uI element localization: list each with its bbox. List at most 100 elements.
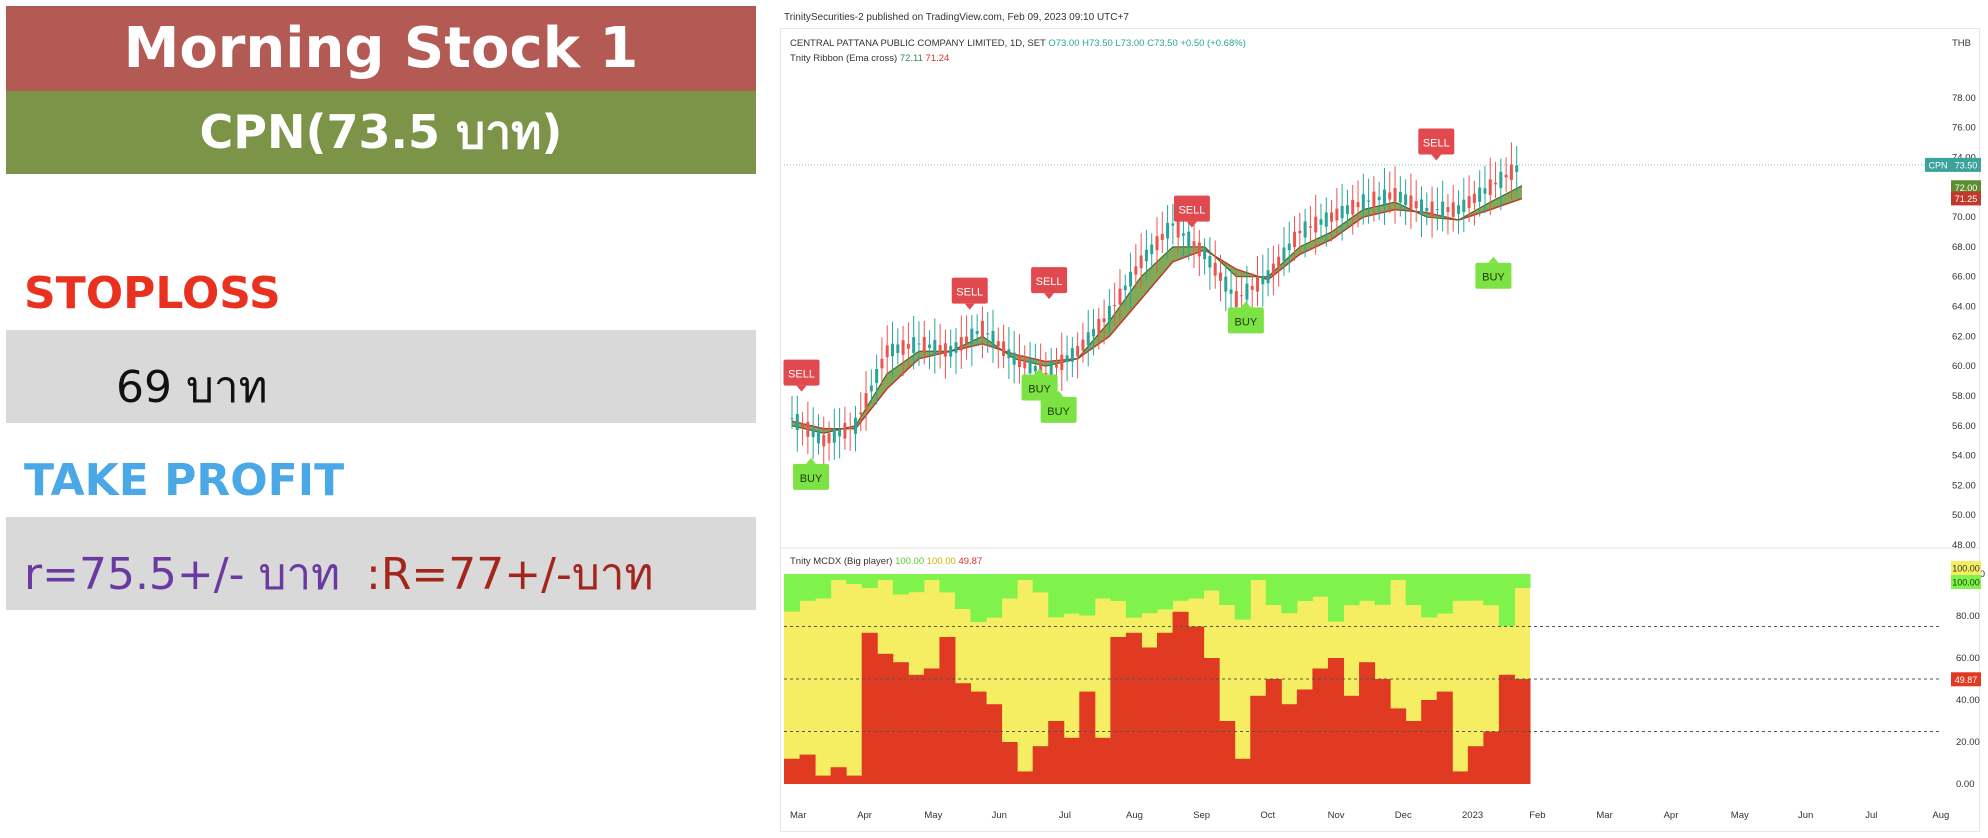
candle-body <box>1065 355 1069 363</box>
candle-body <box>1435 209 1439 211</box>
candle-body <box>1515 165 1519 172</box>
mcdx-bigplayer-bar <box>877 653 894 784</box>
candle-body <box>1499 171 1503 188</box>
mcdx-retail-bar <box>1436 574 1453 614</box>
candle-body <box>1361 194 1365 211</box>
ribbon-name: Tnity Ribbon (Ema cross) <box>790 53 898 64</box>
mcdx-bigplayer-bar <box>1327 658 1344 784</box>
mcdx-retail-bar <box>954 574 971 609</box>
candle-body <box>1282 247 1286 262</box>
mcdx-retail-bar <box>1188 574 1205 599</box>
mcdx-bigplayer-bar <box>1281 704 1298 784</box>
candle-body <box>1441 201 1445 218</box>
signal-label: BUY <box>1047 406 1070 418</box>
mcdx-bigplayer-bar <box>1048 721 1065 784</box>
time-axis-tick: 2023 <box>1462 810 1483 821</box>
mcdx-value-1: 100.00 <box>895 556 925 567</box>
mcdx-bigplayer-bar <box>830 767 847 784</box>
mcdx-bigplayer-bar <box>1265 679 1282 784</box>
mcdx-value-3: 49.87 <box>958 556 983 567</box>
page-title: Morning Stock 1 <box>6 6 756 91</box>
candle-body <box>1419 199 1423 215</box>
mcdx-retail-bar <box>1405 574 1422 605</box>
candle-body <box>1245 283 1249 300</box>
mcdx-bigplayer-bar <box>1094 737 1111 784</box>
price-chart-svg[interactable]: SELL BUY SELL SELL BUY BUY SELL BUY SELL BUY 78.0… <box>780 0 1988 838</box>
mcdx-bigplayer-bar <box>861 632 878 784</box>
candle-body <box>1488 179 1492 196</box>
mcdx-bigplayer-bar <box>986 704 1003 784</box>
price-axis-tick: 66.00 <box>1952 272 1976 283</box>
analysis-panel: Morning Stock 1 CPN(73.5 บาท) STOPLOSS 6… <box>0 0 760 838</box>
time-axis-tick: Apr <box>1664 810 1679 821</box>
tradingview-chart[interactable]: TrinitySecurities-2 published on Trading… <box>780 0 1988 838</box>
candle-body <box>1377 196 1381 201</box>
mcdx-retail-bar <box>1032 574 1049 593</box>
candle-body <box>1478 187 1482 202</box>
candle-body <box>1102 318 1106 323</box>
mcdx-retail-bar <box>1483 574 1500 606</box>
candle-body <box>1166 222 1170 239</box>
candle-body <box>986 333 990 335</box>
candle-body <box>949 345 953 357</box>
signal-label: BUY <box>1028 383 1051 395</box>
candle-body <box>1203 249 1207 260</box>
mcdx-retail-bar <box>1141 574 1158 614</box>
candle-body <box>1002 341 1006 356</box>
candle-body <box>1086 332 1090 346</box>
signal-pointer <box>1053 390 1064 397</box>
symbol-tag-bg <box>1925 157 1951 172</box>
candle-body <box>1319 219 1323 225</box>
candle-body <box>901 340 905 355</box>
signal-box <box>1227 307 1264 334</box>
candle-body <box>1293 231 1297 248</box>
candle-body <box>832 428 836 443</box>
ema-fast-tag-bg <box>1951 180 1981 195</box>
take-profit-box: r=75.5+/- บาท :R=77+/-บาท <box>6 517 756 610</box>
mcdx-bigplayer-bar <box>1234 758 1251 784</box>
signal-pointer <box>1186 221 1197 228</box>
mcdx-tag-bigplayer-bg <box>1951 672 1981 687</box>
price-axis-tick: 54.00 <box>1952 451 1976 462</box>
signal-pointer <box>796 385 807 392</box>
candle-body <box>1240 295 1244 297</box>
candle-body <box>1060 354 1064 371</box>
price-axis-tick: 64.00 <box>1952 302 1976 313</box>
mcdx-bigplayer-bar <box>1296 689 1313 784</box>
axes: 78.0076.0074.0072.0070.0068.0066.0064.00… <box>780 93 1985 821</box>
signal-box <box>951 277 988 304</box>
candle-body <box>1261 276 1265 285</box>
price-axis-tick: 68.00 <box>1952 242 1976 253</box>
mcdx-retail-bar <box>1250 574 1267 580</box>
mcdx-retail-bar <box>1421 574 1438 618</box>
candle-body <box>906 343 910 349</box>
take-profit-r1: r=75.5+/- บาท <box>24 549 341 600</box>
mcdx-bigplayer-bar <box>1390 708 1407 784</box>
stoploss-label: STOPLOSS <box>24 268 281 319</box>
candle-body <box>885 345 889 358</box>
price-axis-tick: 78.00 <box>1952 93 1976 104</box>
chart-frame <box>780 28 1980 832</box>
time-axis-tick: Jul <box>1059 810 1071 821</box>
mcdx-bigplayer-bar <box>846 775 863 784</box>
ema-fast-tag-text: 72.00 <box>1955 183 1978 193</box>
candle-body <box>864 393 868 409</box>
signal-label: SELL <box>1423 138 1450 150</box>
candle-body <box>1176 221 1180 238</box>
mcdx-bigplayer-bar <box>799 754 816 784</box>
candle-body <box>1092 328 1096 337</box>
signal-label: BUY <box>1482 272 1505 284</box>
candle-body <box>1393 188 1397 202</box>
mcdx-bigplayer-bar <box>1110 637 1127 784</box>
mcdx-bigplayer-bar <box>784 758 801 784</box>
buy-signal: BUY <box>1040 390 1077 423</box>
mcdx-bigplayer-bar <box>1436 691 1453 784</box>
sell-signal: SELL <box>1173 195 1210 228</box>
mcdx-retail-bar <box>1374 574 1391 605</box>
time-axis-tick: Feb <box>1529 810 1545 821</box>
mcdx-retail-bar <box>877 574 894 580</box>
time-axis-tick: May <box>924 810 942 821</box>
candle-body <box>996 341 1000 347</box>
mcdx-axis-tick: 20.00 <box>1956 737 1980 748</box>
candle-body <box>1308 226 1312 228</box>
